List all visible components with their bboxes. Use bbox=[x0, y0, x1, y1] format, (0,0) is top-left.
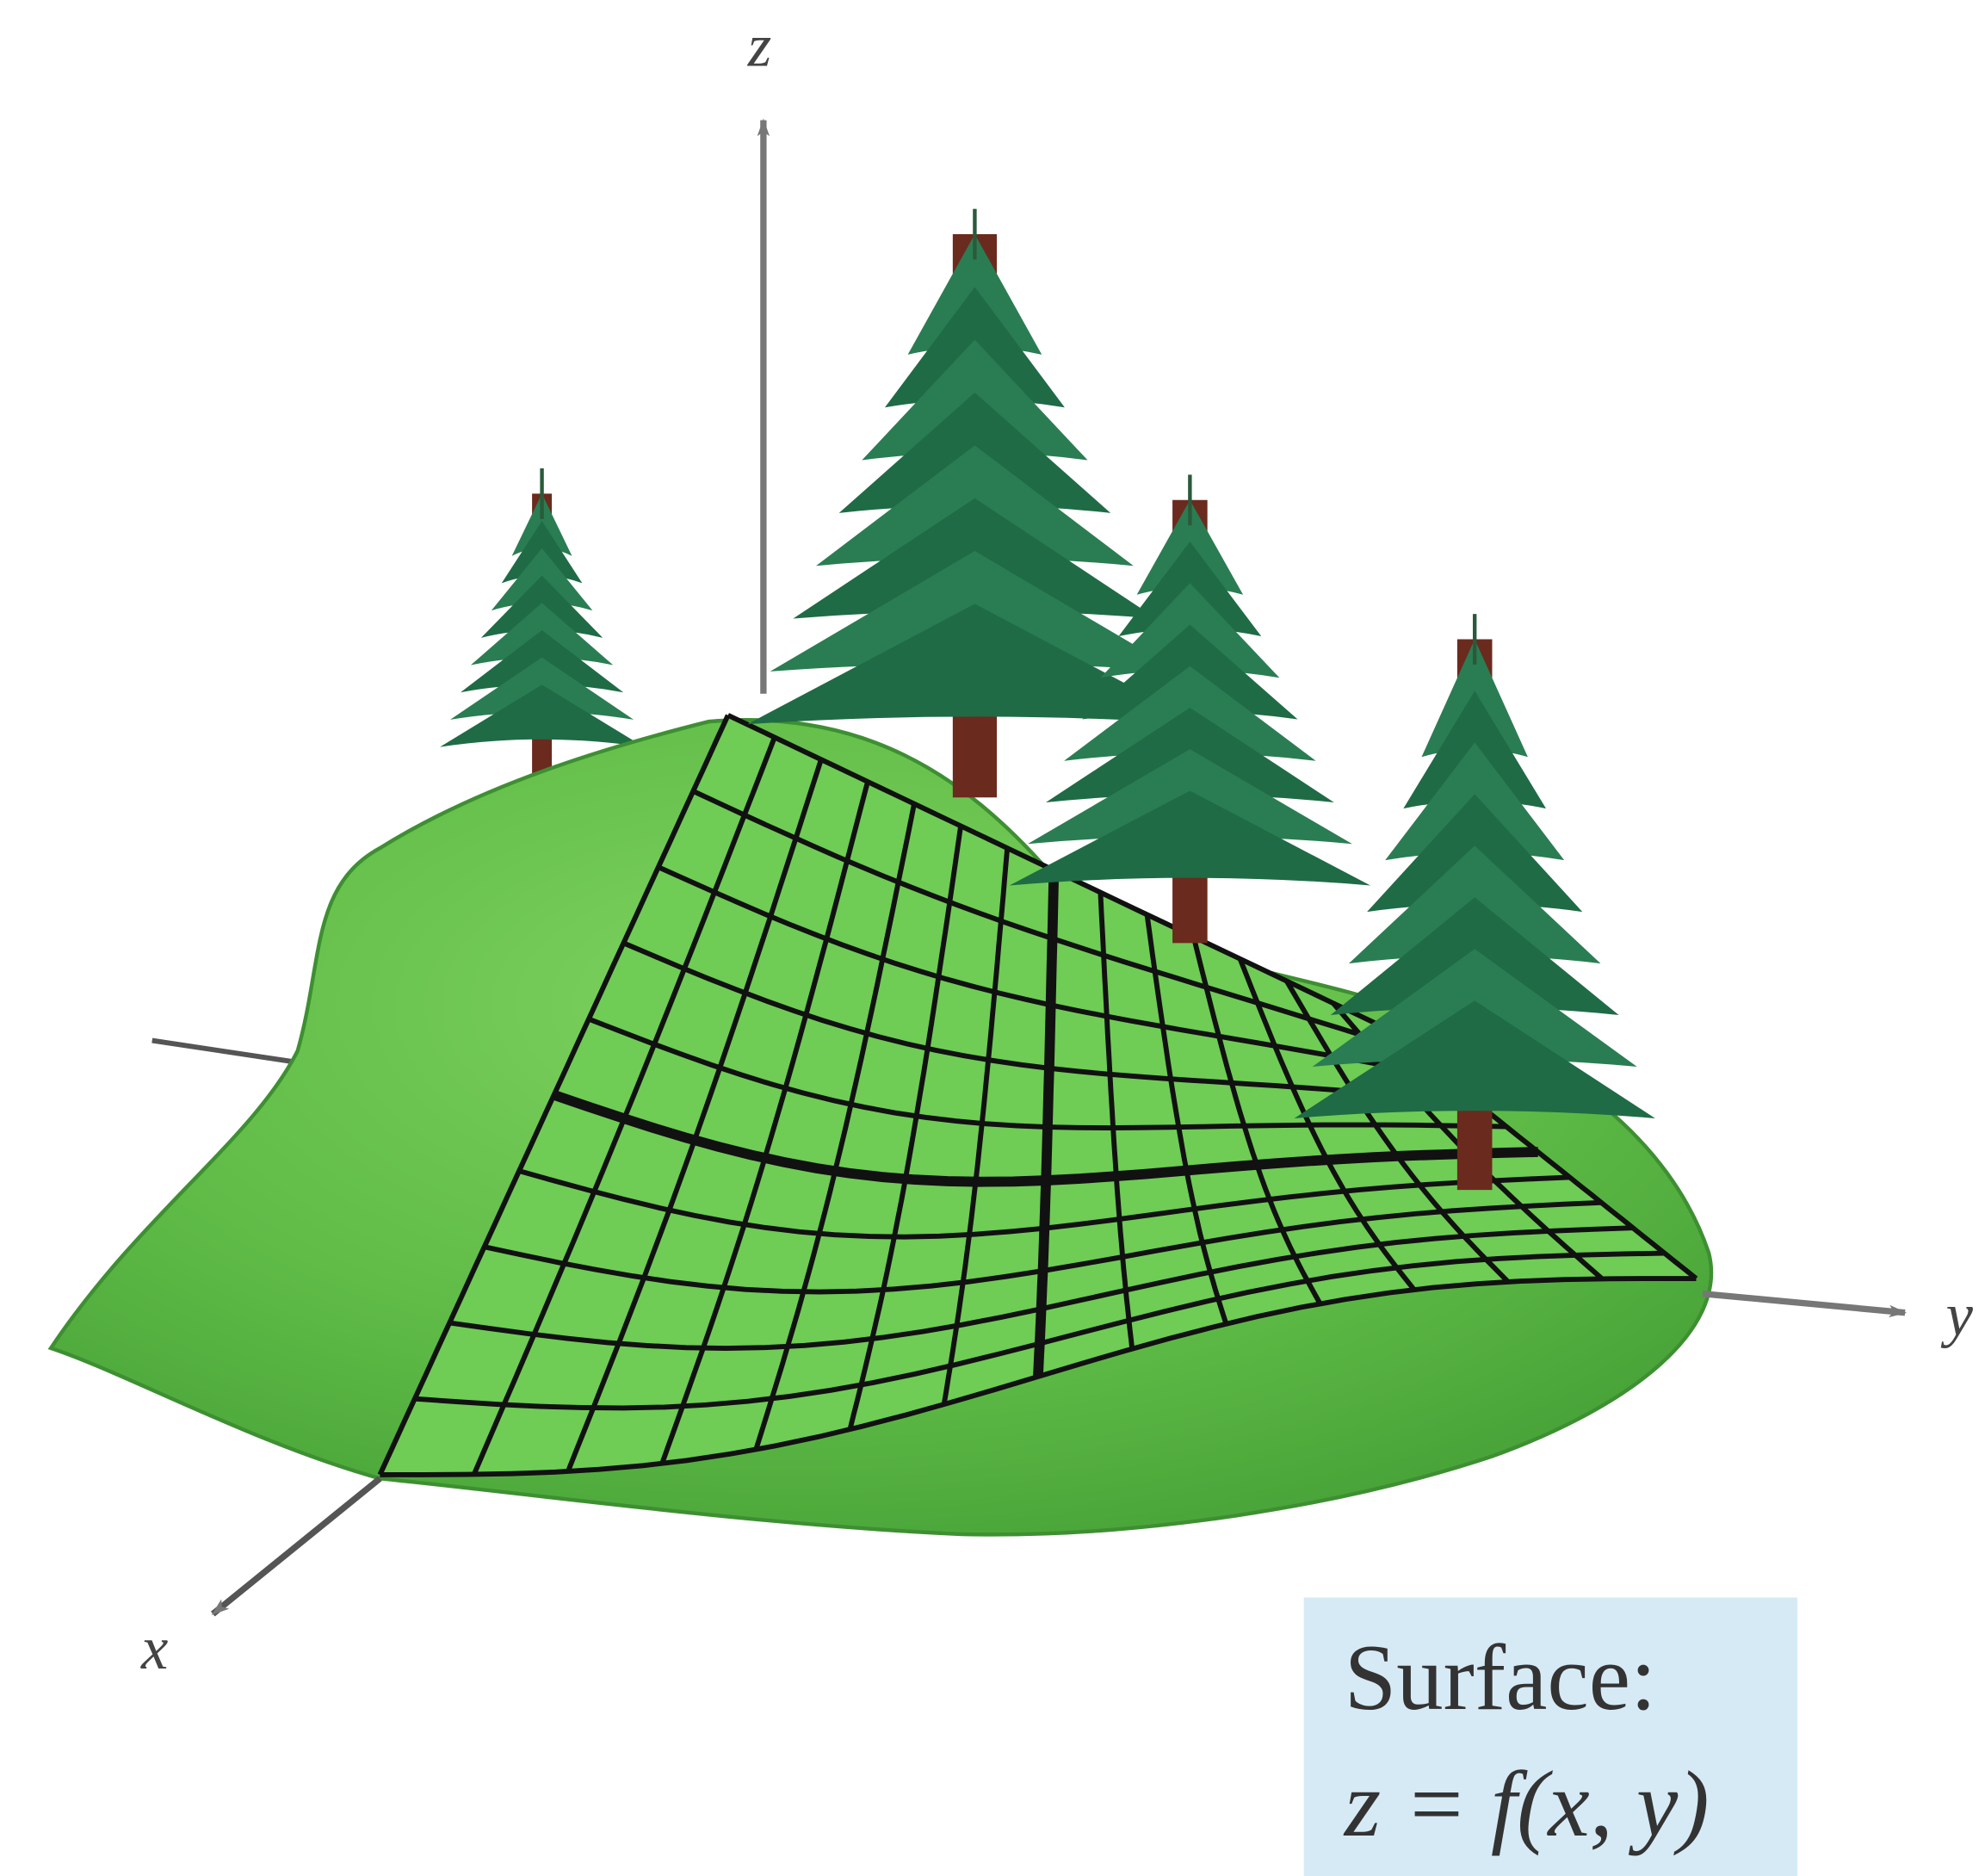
y-axis-label: y bbox=[1941, 1282, 1974, 1349]
grid-line bbox=[587, 1016, 1506, 1130]
label-box bbox=[1303, 1597, 1798, 1876]
grid-line bbox=[484, 1199, 1602, 1295]
x-axis bbox=[210, 1476, 382, 1617]
z-axis-label: z bbox=[747, 12, 771, 79]
grid-line bbox=[622, 940, 1475, 1105]
tree bbox=[1294, 614, 1655, 1191]
grid-line bbox=[657, 864, 1444, 1079]
x-axis-back bbox=[152, 1037, 305, 1066]
tree-foliage bbox=[1294, 1000, 1655, 1118]
grid-line bbox=[552, 1090, 1538, 1187]
label-equation: z = f(x, y) bbox=[1343, 1752, 1710, 1856]
trees bbox=[747, 208, 1655, 1191]
grid-line bbox=[448, 1225, 1634, 1351]
tree bbox=[1009, 474, 1371, 944]
tree bbox=[440, 468, 645, 785]
tree-foliage bbox=[440, 684, 645, 747]
label-title: Surface: bbox=[1345, 1625, 1656, 1730]
trees bbox=[440, 468, 645, 785]
y-axis bbox=[1702, 1290, 1908, 1318]
grid-line bbox=[414, 1250, 1665, 1411]
x-axis-label: x bbox=[140, 1615, 168, 1682]
surface-grid bbox=[377, 713, 1698, 1477]
tree bbox=[747, 208, 1203, 798]
tree-foliage bbox=[1009, 790, 1371, 886]
grid-line bbox=[380, 1276, 1697, 1477]
grid-line bbox=[518, 1168, 1570, 1240]
grid-line bbox=[692, 789, 1413, 1054]
tree-foliage bbox=[747, 604, 1203, 725]
